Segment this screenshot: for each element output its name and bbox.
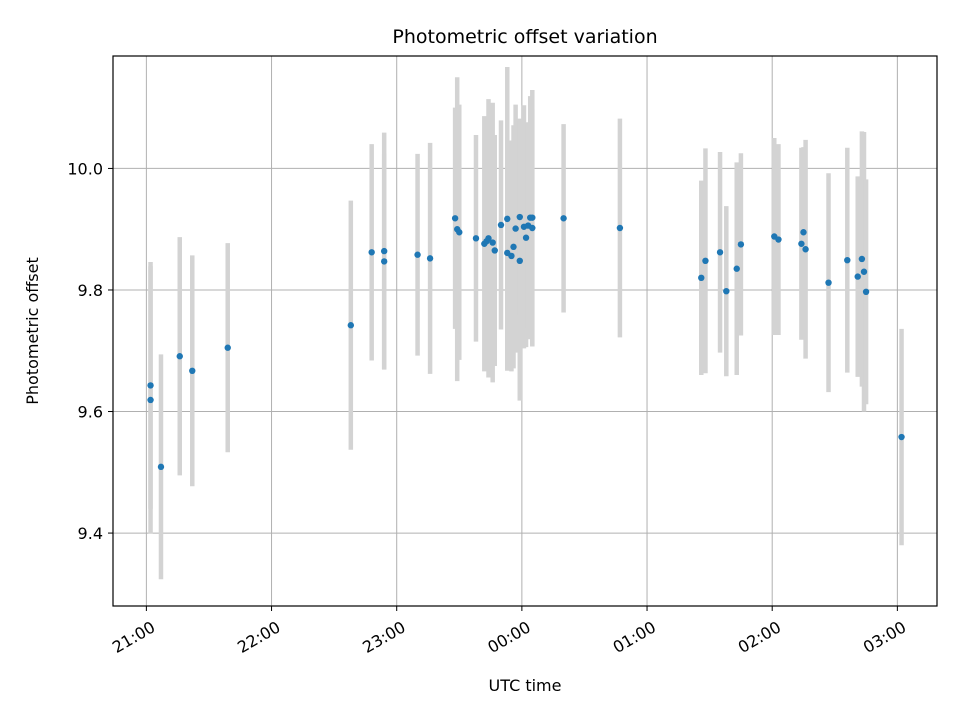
plot-frame	[112, 55, 938, 607]
data-point	[800, 229, 807, 236]
data-point	[485, 235, 492, 242]
chart-title: Photometric offset variation	[392, 26, 657, 48]
data-point	[451, 215, 459, 222]
data-point	[862, 288, 870, 296]
data-point	[147, 396, 154, 404]
x-tick-label: 02:00	[735, 617, 784, 657]
data-point	[716, 249, 724, 256]
data-point	[825, 279, 832, 286]
data-point	[347, 322, 355, 329]
data-point	[489, 239, 496, 246]
data-point	[898, 433, 905, 441]
data-points	[147, 213, 905, 471]
data-point	[426, 255, 434, 262]
data-point	[497, 221, 505, 229]
data-point	[504, 215, 511, 223]
data-point	[560, 215, 567, 222]
data-point	[380, 258, 388, 265]
y-axis-label: Photometric offset	[23, 257, 42, 405]
data-point	[702, 257, 709, 265]
data-point	[508, 252, 515, 260]
data-point	[491, 247, 498, 254]
error-bars	[148, 66, 904, 580]
x-axis-label: UTC time	[489, 676, 562, 695]
x-tick-label: 21:00	[109, 617, 158, 657]
data-point	[472, 235, 480, 242]
data-point	[510, 243, 517, 251]
data-point	[854, 273, 861, 280]
data-point	[798, 240, 805, 247]
data-point	[529, 214, 536, 221]
x-tick-label: 23:00	[359, 617, 408, 657]
data-point	[380, 247, 388, 255]
data-point	[512, 225, 519, 232]
data-point	[224, 344, 231, 351]
y-tick-label: 10.0	[67, 159, 103, 178]
data-point	[698, 274, 705, 282]
x-tick-label: 22:00	[234, 617, 283, 657]
data-point	[733, 265, 740, 272]
x-tick-label: 01:00	[610, 617, 659, 657]
data-point	[737, 241, 745, 248]
data-point	[456, 229, 463, 236]
data-point	[723, 287, 730, 295]
data-point	[368, 249, 375, 256]
data-point	[516, 213, 523, 221]
data-point	[147, 382, 154, 389]
data-point	[176, 353, 183, 360]
x-tick-label: 00:00	[484, 617, 533, 657]
data-point	[522, 234, 530, 241]
data-point	[844, 256, 851, 264]
x-tick-label: 03:00	[860, 617, 909, 657]
data-point	[516, 257, 523, 265]
y-tick-label: 9.4	[78, 524, 103, 543]
y-tick-label: 9.6	[78, 403, 103, 422]
data-point	[414, 251, 421, 258]
data-point	[616, 224, 624, 232]
data-point	[860, 268, 868, 275]
data-point	[775, 236, 782, 243]
data-point	[157, 463, 165, 471]
data-point	[189, 367, 196, 375]
data-point	[802, 246, 809, 253]
y-tick-label: 9.8	[78, 281, 103, 300]
data-point	[858, 255, 866, 263]
data-point	[529, 224, 536, 232]
